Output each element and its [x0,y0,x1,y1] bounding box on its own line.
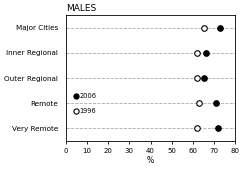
Point [219,27,223,29]
Point [219,27,223,29]
Point [216,127,220,130]
Point [202,77,205,79]
Point [195,127,199,130]
Text: 1996: 1996 [80,108,96,114]
Point [214,102,218,104]
Point [197,102,201,104]
Point [214,102,218,104]
Point [204,52,208,54]
Point [74,109,78,112]
Text: MALES: MALES [66,4,96,13]
X-axis label: %: % [147,156,154,165]
Point [204,52,208,54]
Point [195,77,199,79]
Point [202,27,205,29]
Text: 2006: 2006 [80,93,96,99]
Point [202,77,205,79]
Point [74,94,78,97]
Point [216,127,220,130]
Point [195,52,199,54]
